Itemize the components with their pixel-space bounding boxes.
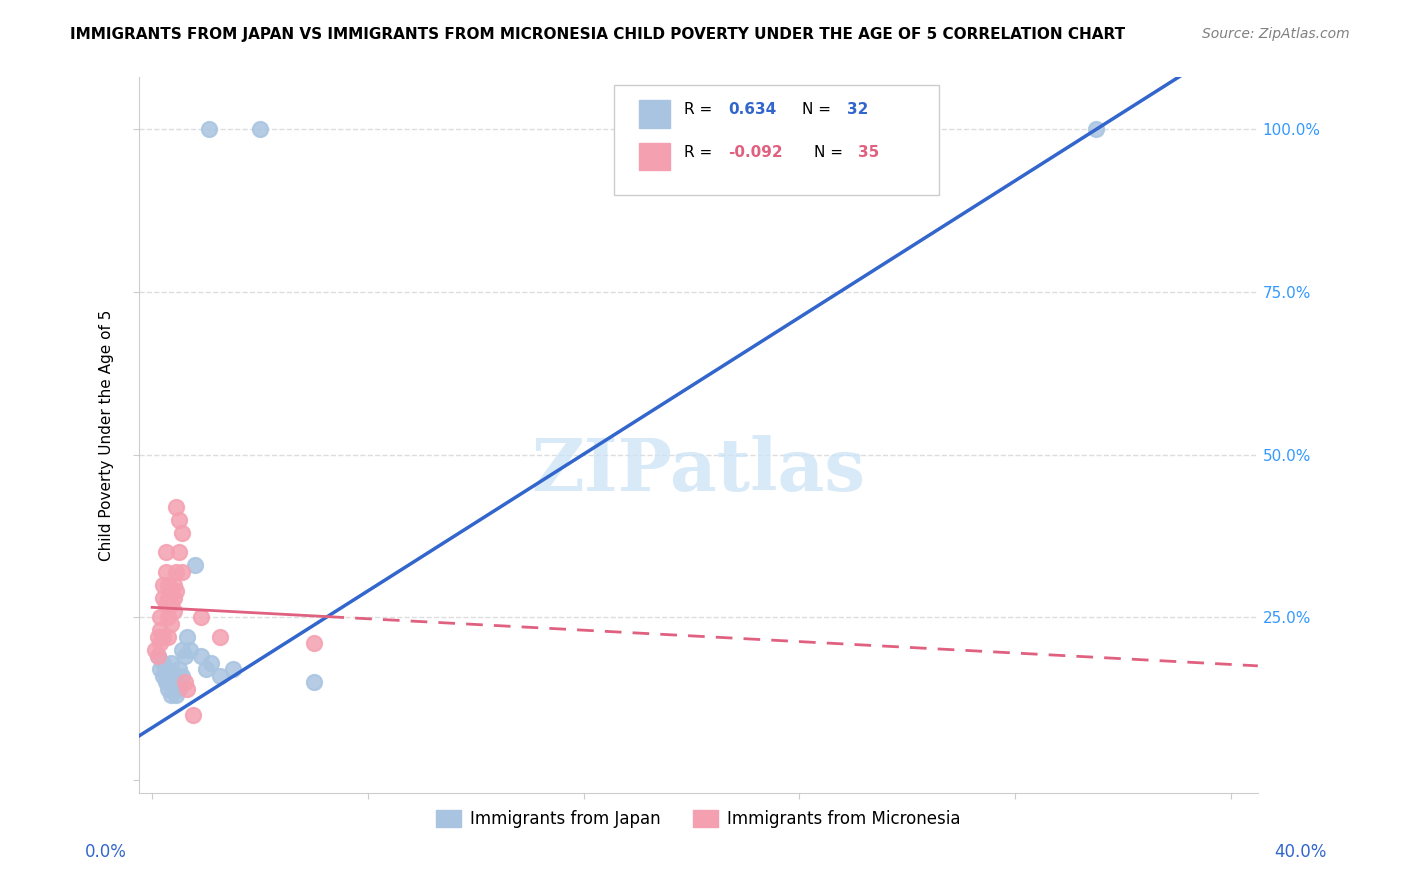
Bar (638, 100, 671, 128)
Point (160, 656, 183, 670)
Point (149, 636, 172, 650)
Point (165, 688, 187, 702)
Point (195, 662, 218, 676)
Point (157, 681, 180, 696)
Point (165, 675, 187, 690)
Point (163, 577, 186, 591)
Point (173, 675, 195, 690)
Point (157, 591, 180, 605)
Point (157, 668, 180, 682)
Point (170, 642, 193, 657)
Point (167, 545, 190, 559)
Point (152, 630, 174, 644)
Point (149, 623, 172, 637)
Point (208, 630, 231, 644)
Point (176, 630, 198, 644)
Point (146, 630, 169, 644)
Point (167, 512, 190, 526)
Point (149, 662, 172, 676)
Text: 0.0%: 0.0% (84, 843, 127, 861)
Point (179, 642, 201, 657)
Point (222, 662, 245, 676)
Point (170, 525, 193, 540)
Point (160, 597, 183, 611)
Point (163, 681, 186, 696)
Point (157, 577, 180, 591)
Point (170, 565, 193, 579)
Point (190, 610, 212, 624)
Point (184, 558, 207, 573)
Point (152, 656, 174, 670)
Point (155, 675, 177, 690)
Point (170, 668, 193, 682)
Point (146, 649, 169, 664)
Point (149, 610, 172, 624)
Point (160, 688, 183, 702)
Point (152, 577, 174, 591)
Point (208, 668, 231, 682)
Point (165, 565, 187, 579)
Point (249, 122, 271, 136)
Point (197, 122, 219, 136)
Point (302, 636, 325, 650)
Point (200, 656, 222, 670)
Point (152, 668, 174, 682)
Text: N =: N = (814, 145, 842, 160)
Point (160, 584, 183, 599)
Point (157, 610, 180, 624)
Point (155, 545, 177, 559)
Text: 40.0%: 40.0% (1274, 843, 1327, 861)
Point (163, 604, 186, 618)
Text: -0.092: -0.092 (728, 145, 783, 160)
Text: N =: N = (803, 102, 831, 117)
Point (155, 565, 177, 579)
Point (163, 668, 186, 682)
Text: ZIPatlas: ZIPatlas (531, 435, 865, 507)
Point (146, 649, 169, 664)
Point (160, 616, 183, 631)
Text: 0.634: 0.634 (728, 102, 776, 117)
Point (163, 591, 186, 605)
Point (165, 584, 187, 599)
Point (167, 681, 190, 696)
Text: R =: R = (683, 145, 711, 160)
Text: R =: R = (683, 102, 711, 117)
Point (143, 642, 166, 657)
Bar (638, 144, 671, 170)
Point (167, 662, 190, 676)
Point (152, 591, 174, 605)
Point (157, 630, 180, 644)
Point (176, 681, 198, 696)
Point (160, 675, 183, 690)
Point (155, 662, 177, 676)
Text: 35: 35 (858, 145, 880, 160)
Point (181, 707, 204, 722)
Point (173, 649, 195, 664)
Text: Source: ZipAtlas.com: Source: ZipAtlas.com (1202, 27, 1350, 41)
Point (165, 500, 187, 514)
FancyBboxPatch shape (614, 85, 939, 195)
Point (1085, 122, 1108, 136)
Y-axis label: Child Poverty Under the Age of 5: Child Poverty Under the Age of 5 (100, 310, 114, 561)
Legend: Immigrants from Japan, Immigrants from Micronesia: Immigrants from Japan, Immigrants from M… (429, 803, 967, 834)
Text: 32: 32 (846, 102, 869, 117)
Point (302, 675, 325, 690)
Point (190, 649, 212, 664)
Text: IMMIGRANTS FROM JAPAN VS IMMIGRANTS FROM MICRONESIA CHILD POVERTY UNDER THE AGE : IMMIGRANTS FROM JAPAN VS IMMIGRANTS FROM… (70, 27, 1125, 42)
Point (155, 597, 177, 611)
